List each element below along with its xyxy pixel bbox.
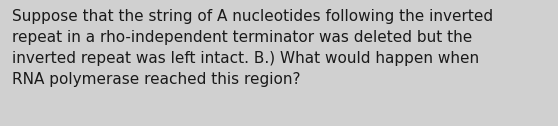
Text: Suppose that the string of A nucleotides following the inverted
repeat in a rho-: Suppose that the string of A nucleotides… (12, 9, 493, 87)
